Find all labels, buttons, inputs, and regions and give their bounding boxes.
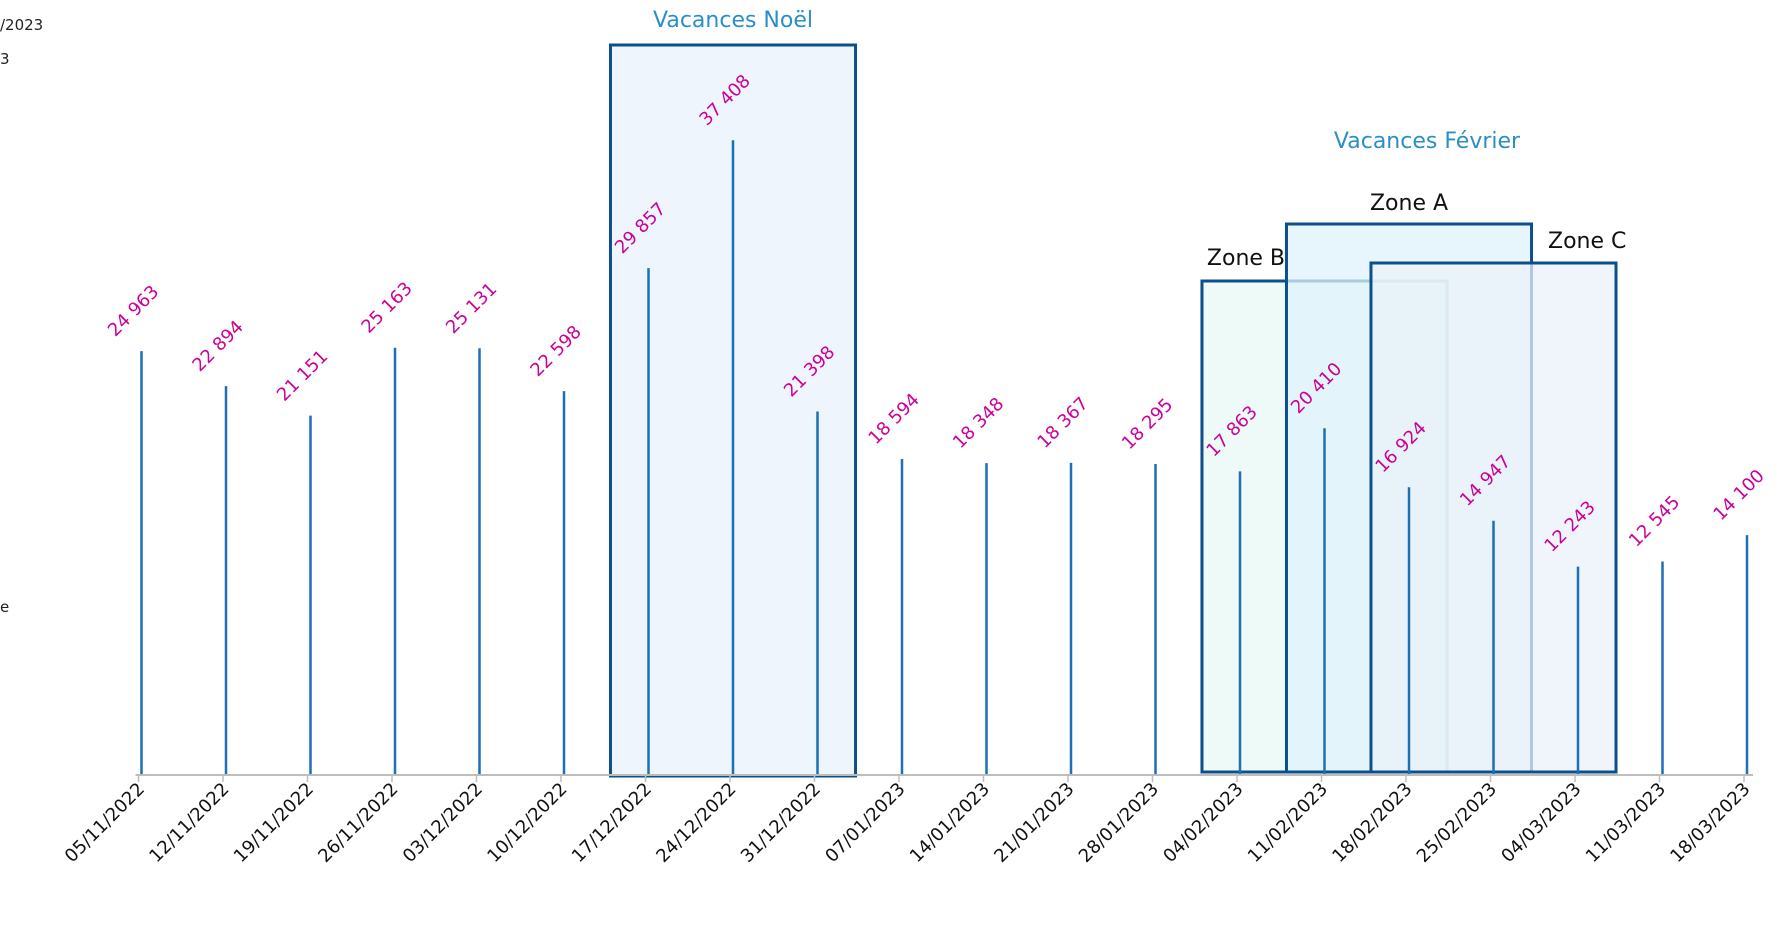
data-label-4: 25 131 bbox=[442, 279, 501, 338]
x-tick-label-7: 24/12/2022 bbox=[652, 779, 740, 867]
data-label-1: 22 894 bbox=[188, 317, 247, 376]
x-tick-label-19: 18/03/2023 bbox=[1666, 779, 1754, 867]
x-tick-label-15: 18/02/2023 bbox=[1328, 779, 1416, 867]
data-label-3: 25 163 bbox=[357, 278, 416, 337]
x-tick-label-17: 04/03/2023 bbox=[1497, 779, 1585, 867]
period-label-noel: Vacances Noël bbox=[653, 8, 813, 33]
x-tick-label-12: 28/01/2023 bbox=[1075, 779, 1163, 867]
x-tick-label-5: 10/12/2022 bbox=[483, 779, 571, 867]
period-label-zone-b: Zone B bbox=[1207, 246, 1285, 271]
period-group-label: Vacances Février bbox=[1334, 129, 1521, 154]
x-tick-label-0: 05/11/2022 bbox=[61, 779, 149, 867]
period-label-zone-c: Zone C bbox=[1548, 229, 1626, 254]
x-tick-label-13: 04/02/2023 bbox=[1159, 779, 1247, 867]
x-tick-label-10: 14/01/2023 bbox=[906, 779, 994, 867]
data-label-11: 18 367 bbox=[1033, 393, 1092, 452]
clipped-left-text-1: /2023 bbox=[0, 16, 44, 34]
x-tick-label-16: 25/02/2023 bbox=[1413, 779, 1501, 867]
x-tick-label-1: 12/11/2022 bbox=[145, 779, 233, 867]
clipped-left-text-2: 3 bbox=[0, 50, 10, 68]
data-label-18: 12 545 bbox=[1625, 492, 1684, 551]
x-tick-label-8: 31/12/2022 bbox=[737, 779, 825, 867]
x-tick-label-2: 19/11/2022 bbox=[230, 779, 318, 867]
x-tick-label-11: 21/01/2023 bbox=[990, 779, 1078, 867]
x-tick-label-4: 03/12/2022 bbox=[399, 779, 487, 867]
x-tick-label-14: 11/02/2023 bbox=[1244, 779, 1332, 867]
data-label-9: 18 594 bbox=[864, 389, 923, 448]
period-label-zone-a: Zone A bbox=[1370, 191, 1448, 216]
x-tick-label-18: 11/03/2023 bbox=[1582, 779, 1670, 867]
x-tick-label-3: 26/11/2022 bbox=[314, 779, 402, 867]
x-tick-label-9: 07/01/2023 bbox=[821, 779, 909, 867]
data-label-19: 14 100 bbox=[1709, 466, 1768, 525]
data-label-12: 18 295 bbox=[1118, 394, 1177, 453]
clipped-left-text-3: e bbox=[0, 598, 10, 616]
data-label-5: 22 598 bbox=[526, 322, 585, 381]
data-label-10: 18 348 bbox=[949, 394, 1008, 453]
x-tick-label-6: 17/12/2022 bbox=[568, 779, 656, 867]
data-label-2: 21 151 bbox=[273, 346, 332, 405]
data-label-0: 24 963 bbox=[104, 282, 163, 341]
